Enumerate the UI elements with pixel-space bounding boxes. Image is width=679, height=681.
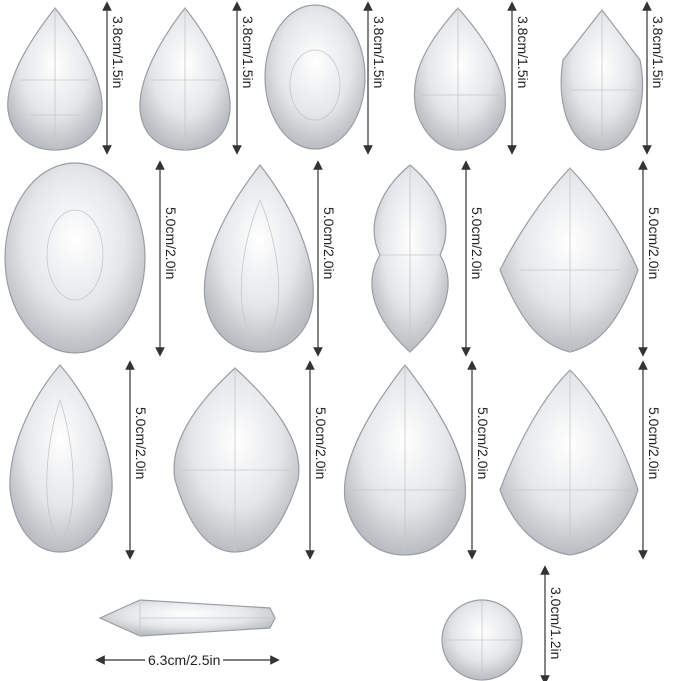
crystal-maple-1 [499, 167, 639, 353]
crystal-pendalogue-1 [413, 7, 507, 151]
dimension-label: 6.3cm/2.5in [145, 652, 224, 668]
dimension-label: 3.8cm/1.5in [515, 14, 531, 91]
dimension-label: 3.0cm/1.2in [548, 585, 564, 662]
dimension-arrows [95, 1, 652, 681]
dimension-label: 5.0cm/2.0in [313, 405, 329, 482]
crystal-leaf-2 [173, 367, 300, 553]
crystal-oval-1 [264, 4, 366, 150]
dimension-label: 3.8cm/1.5in [371, 14, 387, 91]
crystal-teardrop-3 [203, 164, 314, 353]
dimension-label: 5.0cm/2.0in [475, 405, 491, 482]
dimension-label: 5.0cm/2.0in [646, 405, 662, 482]
dimension-label: 5.0cm/2.0in [469, 205, 485, 282]
dimension-label: 5.0cm/2.0in [163, 205, 179, 282]
dimension-label: 3.8cm/1.5in [240, 14, 256, 91]
crystal-teardrop-4 [9, 364, 113, 553]
dimension-label: 5.0cm/2.0in [646, 205, 662, 282]
crystal-oval-large [4, 162, 146, 354]
dimension-label: 5.0cm/2.0in [133, 405, 149, 482]
dimension-label: 3.8cm/1.5in [110, 14, 126, 91]
dimension-label: 3.8cm/1.5in [650, 14, 666, 91]
crystal-maple-2 [499, 369, 639, 556]
dimension-label: 5.0cm/2.0in [321, 205, 337, 282]
